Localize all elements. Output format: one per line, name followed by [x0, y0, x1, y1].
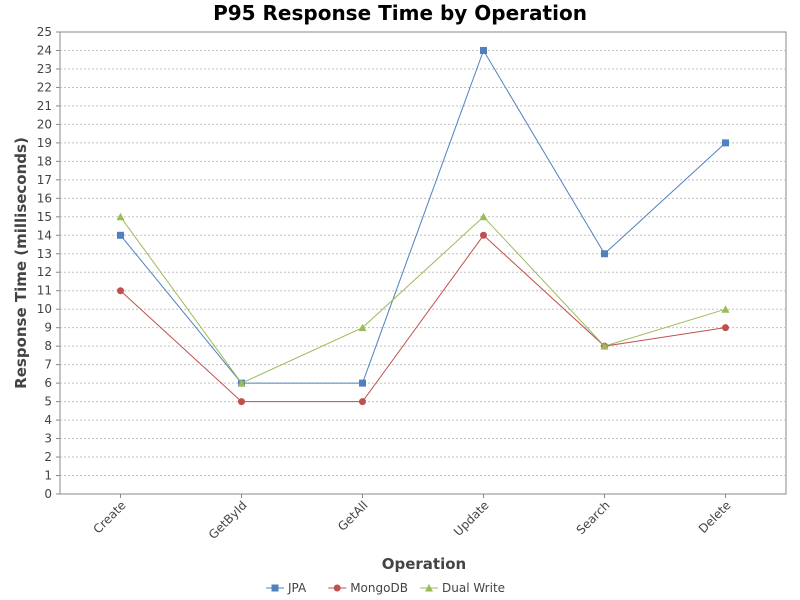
y-tick-label: 11 [37, 284, 52, 298]
data-point-mongodb [480, 231, 487, 239]
legend-marker-dual-write [425, 584, 433, 592]
y-tick-label: 12 [37, 265, 52, 279]
y-tick-label: 15 [37, 210, 52, 224]
plot-area [59, 31, 787, 495]
y-tick-label: 23 [37, 62, 52, 76]
y-tick-label: 10 [37, 302, 52, 316]
legend-label: JPA [287, 581, 307, 595]
legend-marker-jpa [271, 584, 279, 592]
y-tick-label: 18 [37, 154, 52, 168]
legend-label: MongoDB [350, 581, 408, 595]
data-point-mongodb [117, 287, 124, 295]
y-tick-label: 7 [44, 358, 52, 372]
x-tick-label: Search [574, 498, 613, 537]
x-axis-label: Operation [382, 555, 466, 573]
legend-label: Dual Write [442, 581, 505, 595]
series-line-dual-write [120, 216, 726, 384]
y-tick-label: 6 [44, 376, 52, 390]
x-tick-label: Delete [696, 498, 734, 536]
data-point-dual-write [600, 342, 609, 350]
y-tick-label: 25 [37, 25, 52, 39]
y-axis-label: Response Time (milliseconds) [12, 137, 30, 389]
series-line-jpa [120, 49, 726, 384]
data-point-jpa [722, 139, 729, 147]
y-tick-label: 16 [37, 191, 52, 205]
data-point-jpa [601, 250, 608, 258]
y-tick-label: 24 [37, 43, 52, 57]
legend: JPA MongoDB Dual Write [266, 581, 505, 595]
data-point-jpa [480, 46, 487, 54]
y-tick-label: 17 [37, 173, 52, 187]
data-point-mongodb [238, 398, 245, 406]
legend-item-dual-write: Dual Write [420, 581, 505, 595]
data-point-dual-write [237, 379, 246, 387]
data-point-dual-write [721, 305, 730, 313]
chart-title: P95 Response Time by Operation [213, 1, 587, 25]
legend-item-jpa: JPA [266, 581, 307, 595]
series-line-mongodb [120, 234, 726, 403]
legend-item-mongodb: MongoDB [328, 581, 408, 595]
y-tick-label: 4 [44, 413, 52, 427]
y-tick-label: 20 [37, 117, 52, 131]
y-tick-label: 9 [44, 321, 52, 335]
data-point-dual-write [358, 323, 367, 332]
y-tick-label: 3 [44, 432, 52, 446]
y-tick-label: 19 [37, 136, 52, 150]
data-point-jpa [117, 231, 124, 239]
data-point-mongodb [722, 324, 729, 332]
data-point-dual-write [479, 212, 488, 221]
series-dual-write [116, 212, 730, 387]
legend-marker-mongodb [333, 584, 341, 592]
y-tick-label: 13 [37, 247, 52, 261]
data-point-jpa [359, 379, 366, 387]
y-tick-label: 2 [44, 450, 52, 464]
y-tick-label: 8 [44, 339, 52, 353]
y-tick-label: 22 [37, 80, 52, 94]
data-point-mongodb [359, 398, 366, 406]
x-tick-label: Update [451, 498, 492, 539]
data-point-dual-write [116, 212, 125, 221]
y-tick-label: 5 [44, 395, 52, 409]
x-tick-label: Create [91, 498, 129, 536]
x-tick-label: GetById [206, 498, 250, 542]
y-tick-label: 1 [44, 469, 52, 483]
y-tick-label: 0 [44, 487, 52, 501]
x-tick-label: GetAll [335, 498, 371, 534]
y-tick-label: 14 [37, 228, 52, 242]
y-tick-label: 21 [37, 99, 52, 113]
